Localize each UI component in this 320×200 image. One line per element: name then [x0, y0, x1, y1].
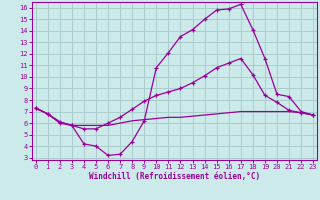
X-axis label: Windchill (Refroidissement éolien,°C): Windchill (Refroidissement éolien,°C)	[89, 172, 260, 181]
